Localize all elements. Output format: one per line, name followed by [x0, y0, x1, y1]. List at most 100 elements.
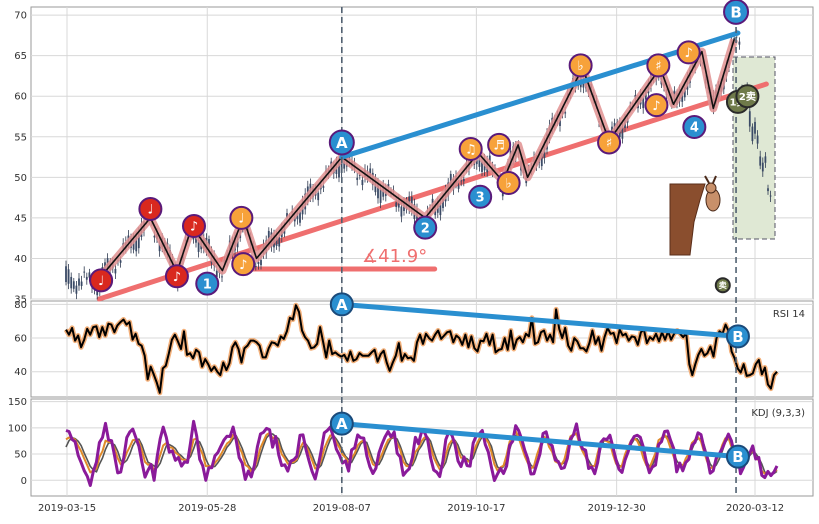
panel-frame-1: [30, 300, 814, 398]
price-marker: ♪: [644, 93, 669, 118]
candle-body: [767, 188, 769, 192]
price-marker: ♯: [597, 130, 622, 155]
price-marker-label: ♫: [465, 143, 477, 158]
candle-body: [642, 97, 645, 109]
kdj-legend-label: KDJ (9,3,3): [751, 408, 805, 419]
candle-body: [769, 195, 772, 197]
rabbit-on-cliff: [669, 175, 721, 256]
price-marker-circle: [231, 252, 256, 277]
trend-angle-label: ∡41.9°: [362, 246, 427, 267]
candle-body: [75, 285, 78, 294]
kdj-marker-a-label: A: [336, 415, 348, 433]
y-tick-label: 100: [8, 423, 27, 434]
price-marker: A: [328, 129, 355, 156]
candle-body: [260, 260, 262, 266]
candle-body: [119, 260, 122, 263]
y-tick-label: 150: [8, 397, 27, 408]
price-marker: ♩: [138, 196, 163, 221]
candle-body: [478, 156, 481, 167]
candle-body: [759, 156, 762, 166]
price-marker-label: ♪: [239, 258, 247, 273]
candle-body: [65, 266, 67, 282]
candle-body: [67, 269, 70, 284]
price-marker-label: 4: [690, 121, 699, 136]
price-marker-circle: [195, 271, 220, 296]
candle-body: [137, 232, 140, 249]
x-tick-label: 2019-08-07: [313, 503, 371, 514]
rsi-marker-a: A: [329, 292, 354, 317]
price-marker: ♫: [458, 136, 483, 161]
price-marker-label: ♪: [652, 99, 660, 114]
candle-body: [431, 198, 434, 207]
price-marker: ♪: [231, 252, 256, 277]
candle-body: [293, 217, 296, 222]
y-tick-label: 65: [14, 51, 27, 62]
y-tick-label: 70: [14, 11, 27, 22]
candle-body: [80, 281, 83, 286]
price-marker-circle: [646, 53, 671, 78]
price-marker-circle: [487, 132, 512, 157]
kdj-marker-b-circle: [725, 444, 750, 469]
price-marker-circle: [676, 40, 701, 65]
price-marker-circle: [735, 84, 760, 109]
candle-body: [114, 268, 117, 274]
y-tick-label: 0: [21, 476, 27, 487]
price-marker-circle: [89, 268, 114, 293]
rsi-marker-b-label: B: [732, 328, 743, 346]
price-marker: 3: [468, 184, 493, 209]
price-marker: 2: [413, 215, 438, 240]
price-marker-circle: [568, 53, 593, 78]
candle-body: [358, 174, 361, 176]
candle-body: [564, 112, 567, 114]
price-marker-circle: [138, 196, 163, 221]
candle-body: [286, 213, 288, 218]
price-marker-label: ♪: [685, 46, 693, 61]
kdj-marker-a: A: [329, 411, 354, 436]
candle-body: [197, 240, 200, 252]
candle-body: [83, 271, 86, 273]
price-marker-label: 3: [476, 190, 485, 205]
candle-body: [764, 156, 767, 163]
x-tick-label: 2019-03-15: [38, 503, 96, 514]
y-tick-label: 60: [14, 334, 27, 345]
y-tick-label: 55: [14, 132, 27, 143]
y-tick-label: 45: [14, 213, 27, 224]
price-marker-label: A: [336, 134, 348, 152]
candle-body: [457, 185, 460, 189]
candle-body: [733, 37, 736, 40]
candle-body: [322, 186, 325, 188]
price-marker-label: 2: [421, 221, 430, 236]
candle-body: [395, 202, 398, 208]
candle-body: [317, 192, 320, 201]
candle-body: [278, 237, 281, 247]
candle-body: [369, 168, 372, 177]
price-marker-circle: [644, 93, 669, 118]
candle-body: [751, 126, 754, 142]
candle-body: [439, 203, 442, 216]
price-marker-circle: [597, 130, 622, 155]
cliff-shape: [669, 183, 706, 256]
candle-body: [257, 261, 260, 264]
candle-body: [338, 162, 340, 178]
rsi-marker-a-circle: [329, 292, 354, 317]
price-marker-label: ♩: [98, 274, 104, 289]
price-marker: ♯: [646, 53, 671, 78]
rsi-marker-b: B: [725, 324, 750, 349]
kdj-divergence-line: [339, 421, 741, 460]
label-layer: RSI 14 KDJ (9,3,3) ∡41.9° 2019-03-15 2019…: [8, 11, 805, 514]
rsi-divergence-line: [339, 301, 741, 339]
price-marker: ♩: [89, 268, 114, 293]
rsi-marker-b-circle: [725, 324, 750, 349]
y-tick-label: 40: [14, 367, 27, 378]
candle-body: [748, 111, 751, 127]
price-marker: B: [723, 0, 750, 25]
candle-body: [153, 235, 156, 238]
rsi-legend-label: RSI 14: [773, 309, 805, 320]
kdj-panel: [65, 419, 779, 487]
candle-body: [70, 276, 73, 289]
kdj-marker-b-label: B: [732, 448, 743, 466]
trend-line: [96, 81, 769, 302]
price-marker-circle: [714, 277, 731, 294]
candle-body: [379, 188, 382, 203]
